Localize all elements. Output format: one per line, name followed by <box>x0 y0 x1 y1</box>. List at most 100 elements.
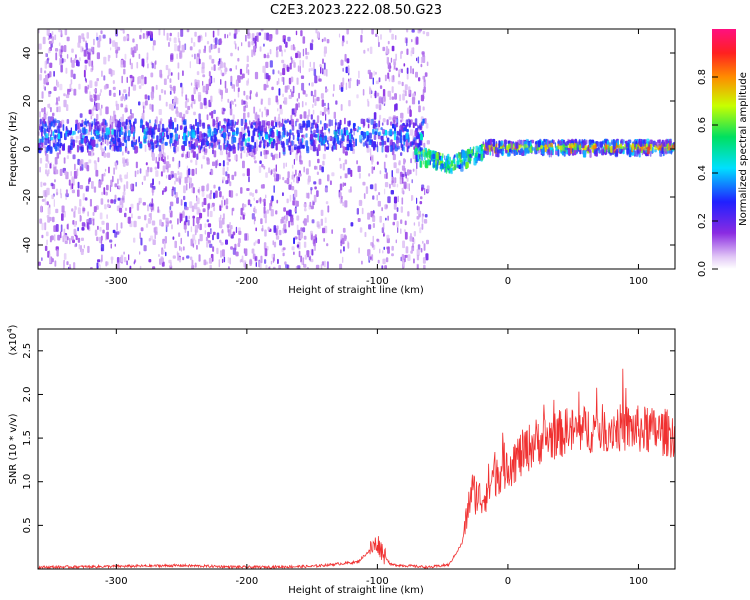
spectrogram-cell <box>260 151 262 157</box>
spectrogram-cell <box>406 48 409 55</box>
spectrogram-cell <box>69 237 71 245</box>
spectrogram-cell <box>232 231 236 236</box>
spectrogram-cell <box>223 62 226 68</box>
spectrogram-cell <box>49 139 51 147</box>
spectrogram-cell <box>202 208 206 213</box>
spectrogram-cell <box>120 116 123 123</box>
spectrogram-cell <box>342 182 344 187</box>
spectrogram-cell <box>210 142 214 148</box>
spectrogram-cell <box>439 165 443 170</box>
spectrogram-cell <box>391 253 394 257</box>
spectrogram-cell <box>282 252 285 257</box>
spectrogram-cell <box>220 57 222 63</box>
spectrogram-cell <box>237 142 240 151</box>
spectrogram-cell <box>101 121 104 125</box>
spectrogram-cell <box>162 159 165 163</box>
spectrogram-cell <box>413 258 415 264</box>
spectrogram-cell <box>356 160 358 165</box>
spectrogram-cell <box>401 144 404 151</box>
spectrogram-cell <box>150 208 153 213</box>
spectrogram-cell <box>563 150 566 157</box>
spectrogram-cell <box>181 145 185 150</box>
spectrogram-cell <box>231 119 235 127</box>
spectrogram-cell <box>417 154 420 162</box>
spectrogram-cell <box>378 103 382 111</box>
spectrogram-cell <box>165 186 168 192</box>
spectrogram-cell <box>126 35 129 39</box>
spectrogram-cell <box>415 168 418 176</box>
spectrogram-cell <box>410 158 412 164</box>
spectrogram-cell <box>406 73 409 80</box>
spectrogram-cell <box>163 128 167 132</box>
spectrogram-cell <box>311 249 314 256</box>
spectrogram-cell <box>105 261 108 267</box>
spectrogram-cell <box>524 147 529 152</box>
spectrogram-cell <box>56 249 59 257</box>
spectrogram-cell <box>226 118 229 123</box>
spectrogram-cell <box>145 162 148 166</box>
spectrogram-cell <box>342 77 345 86</box>
spectrogram-cell <box>555 149 558 156</box>
spectrogram-cell <box>87 222 90 230</box>
spectrogram-cell <box>379 114 382 120</box>
spectrogram-cell <box>291 246 295 251</box>
spectrogram-cell <box>101 104 103 109</box>
spectrogram-cell <box>139 34 142 40</box>
spectrogram-cell <box>129 115 133 120</box>
spectrogram-cell <box>295 52 298 59</box>
spectrogram-cell <box>440 156 443 161</box>
spectrogram-cell <box>209 112 212 116</box>
spectrogram-cell <box>213 64 216 71</box>
spectrogram-cell <box>128 91 130 97</box>
spectrogram-cell <box>340 249 342 254</box>
spectrogram-cell <box>108 68 112 75</box>
spectrogram-cell <box>313 243 316 251</box>
spectrogram-cell <box>177 162 180 169</box>
spectrogram-cell <box>276 46 280 50</box>
spectrogram-cell <box>396 183 399 188</box>
spectrogram-cell <box>129 207 132 214</box>
spectrogram-cell <box>155 156 157 164</box>
spectrogram-cell <box>416 248 420 256</box>
spectrogram-cell <box>303 134 306 140</box>
spectrogram-cell <box>421 215 424 223</box>
spectrogram-cell <box>72 220 75 225</box>
spectrogram-cell <box>145 100 148 106</box>
spectrogram-cell <box>167 155 169 160</box>
spectrogram-cell <box>285 138 289 146</box>
spectrogram-cell <box>204 48 206 54</box>
spectrogram-cell <box>258 32 262 36</box>
spectrogram-cell <box>409 169 412 175</box>
spectrogram-cell <box>61 205 65 213</box>
spectrogram-cell <box>381 265 384 269</box>
spectrogram-cell <box>226 161 230 166</box>
spectrogram-cell <box>242 160 245 169</box>
spectrogram-cell <box>247 137 250 142</box>
spectrogram-cell <box>60 30 63 36</box>
spectrogram-cell <box>331 172 335 177</box>
spectrogram-cell <box>152 178 154 186</box>
spectrogram-cell <box>126 76 128 83</box>
spectrogram-cell <box>227 225 230 233</box>
spectrogram-cell <box>214 37 218 45</box>
spectrogram-cell <box>103 153 107 158</box>
spectrogram-cell <box>263 165 266 170</box>
spectrogram-cell <box>71 60 75 68</box>
spectrogram-cell <box>333 84 335 92</box>
spectrogram-cell <box>635 140 638 145</box>
spectrogram-cell <box>124 96 126 102</box>
spectrogram-cell <box>316 190 319 197</box>
spectrogram-cell <box>341 59 343 66</box>
spectrogram-cell <box>251 136 254 142</box>
spectrogram-cell <box>180 237 182 245</box>
spectrogram-cell <box>353 141 356 148</box>
spectrogram-cell <box>396 122 399 128</box>
spectrogram-cell <box>375 33 378 37</box>
x-tick-label: -300 <box>105 276 128 287</box>
spectrogram-cell <box>112 175 114 183</box>
spectrogram-cell <box>192 131 196 139</box>
spectrogram-cell <box>44 245 48 251</box>
snr-series-line <box>38 368 675 569</box>
spectrogram-cell <box>194 138 198 147</box>
spectrogram-cell <box>272 240 274 246</box>
